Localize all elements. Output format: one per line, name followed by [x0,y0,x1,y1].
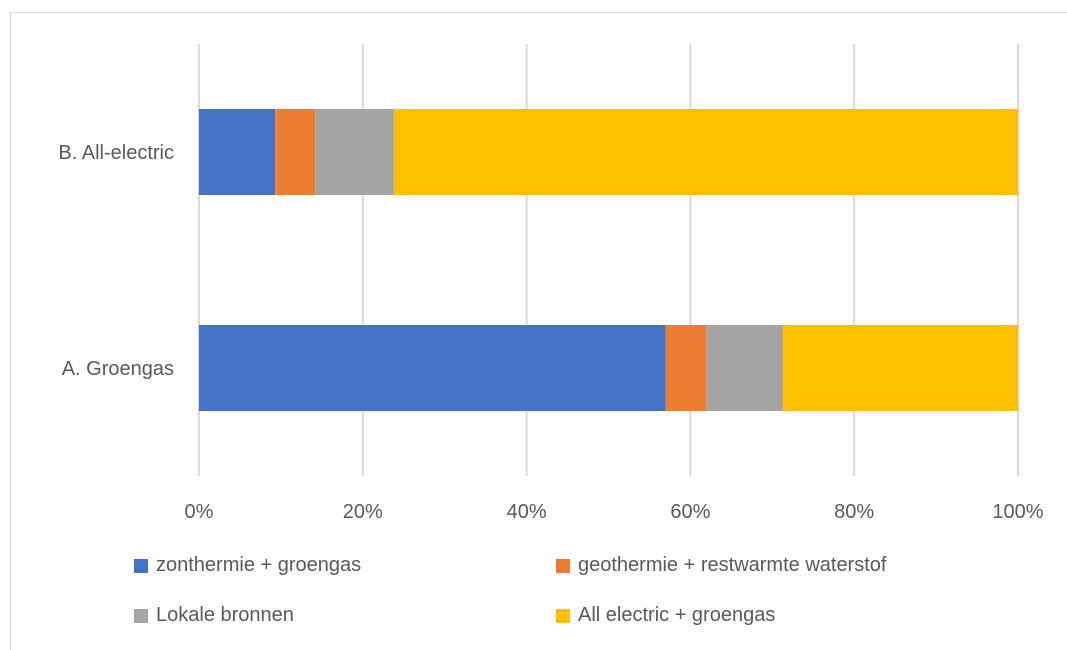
x-tick-label: 0% [185,501,214,523]
bar-segment [782,325,1018,411]
x-tick-label: 80% [834,501,874,523]
x-tick-label: 100% [992,501,1043,523]
bar-segment [665,325,706,411]
bar-segment [199,109,276,195]
x-tick-label: 20% [343,501,383,523]
category-label: B. All-electric [58,142,174,164]
x-tick-label: 60% [670,501,710,523]
bar-segment [705,325,783,411]
x-tick-label: 40% [507,501,547,523]
bar-segment [393,109,1018,195]
category-label: A. Groengas [62,358,174,380]
bar-segment [199,325,666,411]
bar-segment [275,109,316,195]
bar-segment [315,109,394,195]
chart-frame [10,12,1067,650]
